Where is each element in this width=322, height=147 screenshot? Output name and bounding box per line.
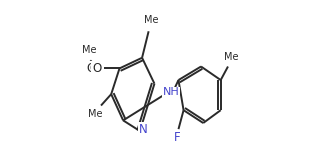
Text: NH: NH: [163, 87, 180, 97]
Text: O: O: [93, 62, 102, 75]
Text: Me: Me: [224, 52, 238, 62]
Text: Me: Me: [144, 15, 159, 25]
Text: O: O: [90, 62, 99, 75]
Text: O: O: [92, 62, 101, 75]
Text: Me: Me: [82, 45, 96, 55]
Text: Me: Me: [88, 109, 102, 119]
Text: O: O: [87, 62, 96, 75]
Text: F: F: [174, 131, 181, 144]
Text: N: N: [139, 123, 147, 136]
